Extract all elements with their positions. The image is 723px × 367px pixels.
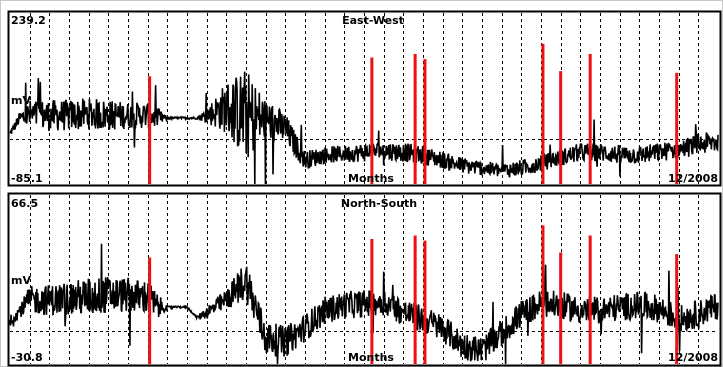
north-south-trace <box>9 243 719 365</box>
north-south-panel: 66.5 mV -30.8 North-South Months 12/2008 <box>7 192 722 367</box>
east-west-x-axis-label: Months <box>348 172 394 185</box>
north-south-x-end-label: 12/2008 <box>668 351 718 364</box>
east-west-y-max-label: 239.2 <box>11 14 46 27</box>
north-south-title: North-South <box>341 197 417 210</box>
north-south-y-max-label: 66.5 <box>11 197 38 210</box>
east-west-panel: 239.2 mV -85.1 East-West Months 12/2008 <box>7 10 722 187</box>
north-south-x-axis-label: Months <box>348 351 394 364</box>
north-south-y-min-label: -30.8 <box>11 351 43 364</box>
east-west-title: East-West <box>342 14 404 27</box>
east-west-y-axis-label: mV <box>11 94 31 107</box>
east-west-event-markers <box>148 43 679 184</box>
north-south-y-axis-label: mV <box>11 274 31 287</box>
east-west-trace <box>9 71 719 185</box>
east-west-x-end-label: 12/2008 <box>668 172 718 185</box>
east-west-y-min-label: -85.1 <box>11 172 43 185</box>
north-south-event-markers <box>148 225 679 364</box>
